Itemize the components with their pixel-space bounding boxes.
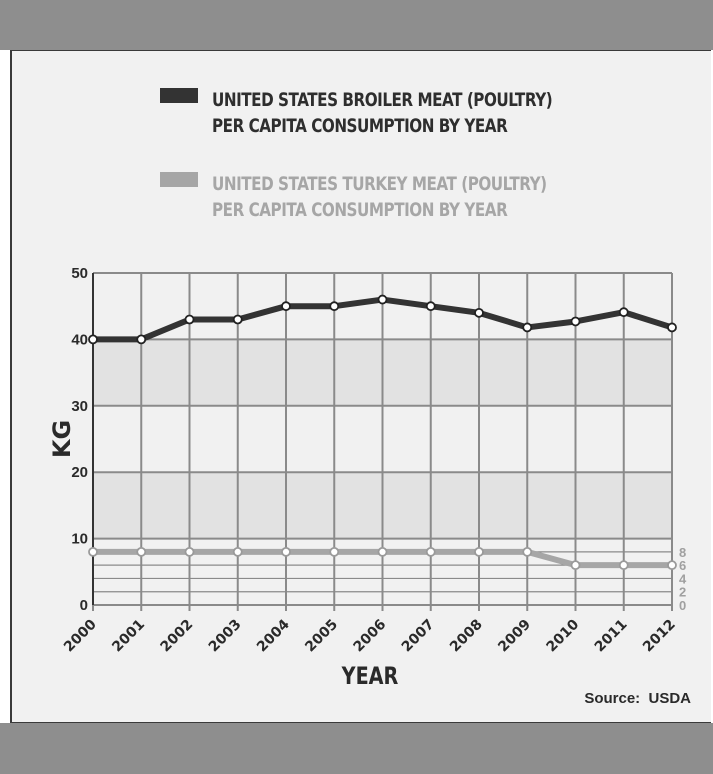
y-tick-label: 30 bbox=[71, 398, 88, 415]
x-tick-label: 2010 bbox=[543, 616, 582, 655]
data-point-turkey bbox=[620, 561, 628, 569]
y-axis-title: KG bbox=[48, 420, 76, 458]
x-tick-label: 2011 bbox=[592, 617, 631, 656]
data-point-broiler bbox=[186, 315, 194, 323]
data-point-turkey bbox=[282, 548, 290, 556]
data-point-turkey bbox=[137, 548, 145, 556]
right-y-tick-label: 6 bbox=[679, 558, 686, 573]
data-point-turkey bbox=[234, 548, 242, 556]
x-axis-title: YEAR bbox=[341, 663, 399, 691]
x-tick-label: 2001 bbox=[109, 617, 148, 656]
y-tick-label: 40 bbox=[71, 331, 88, 348]
x-tick-label: 2000 bbox=[61, 616, 100, 655]
x-tick-label: 2005 bbox=[302, 617, 341, 656]
data-point-broiler bbox=[330, 302, 338, 310]
y-tick-label: 50 bbox=[71, 265, 88, 282]
data-point-broiler bbox=[427, 302, 435, 310]
data-point-turkey bbox=[186, 548, 194, 556]
data-point-broiler bbox=[572, 317, 580, 325]
data-point-turkey bbox=[427, 548, 435, 556]
x-tick-label: 2003 bbox=[206, 617, 245, 656]
data-point-turkey bbox=[89, 548, 97, 556]
data-point-broiler bbox=[668, 323, 676, 331]
data-point-turkey bbox=[330, 548, 338, 556]
data-point-broiler bbox=[523, 323, 531, 331]
x-tick-label: 2009 bbox=[495, 617, 534, 656]
data-point-turkey bbox=[523, 548, 531, 556]
data-point-broiler bbox=[282, 302, 290, 310]
x-tick-label: 2012 bbox=[640, 617, 679, 656]
data-point-broiler bbox=[89, 335, 97, 343]
right-y-tick-label: 2 bbox=[679, 585, 686, 600]
right-y-tick-label: 8 bbox=[679, 545, 686, 560]
data-point-broiler bbox=[234, 315, 242, 323]
y-tick-label: 10 bbox=[71, 531, 88, 548]
data-point-turkey bbox=[475, 548, 483, 556]
y-tick-label: 20 bbox=[71, 464, 88, 481]
data-point-broiler bbox=[475, 309, 483, 317]
data-point-broiler bbox=[137, 335, 145, 343]
x-tick-label: 2002 bbox=[157, 617, 196, 656]
x-tick-label: 2006 bbox=[350, 617, 389, 656]
data-point-broiler bbox=[620, 308, 628, 316]
x-tick-label: 2007 bbox=[399, 617, 438, 656]
source-note: Source: USDA bbox=[584, 690, 691, 707]
data-point-turkey bbox=[668, 561, 676, 569]
right-y-tick-label: 0 bbox=[679, 598, 686, 613]
x-tick-label: 2008 bbox=[447, 617, 486, 656]
x-tick-label: 2004 bbox=[254, 616, 293, 655]
data-point-turkey bbox=[379, 548, 387, 556]
right-y-tick-label: 4 bbox=[679, 571, 687, 586]
data-point-broiler bbox=[379, 296, 387, 304]
y-tick-label: 0 bbox=[80, 597, 88, 614]
data-point-turkey bbox=[572, 561, 580, 569]
